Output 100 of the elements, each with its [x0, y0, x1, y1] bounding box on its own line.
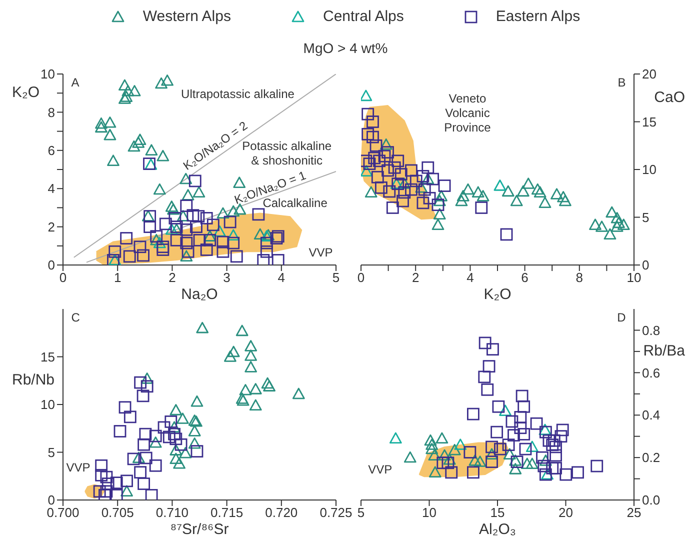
point: [170, 220, 183, 233]
y2-tick-label: 0.0: [642, 492, 660, 508]
point: [492, 400, 505, 413]
point: [227, 236, 240, 250]
y-tick-label: 15: [40, 349, 55, 364]
point: [149, 430, 162, 442]
point: [538, 424, 552, 436]
point: [428, 466, 442, 478]
point: [193, 234, 206, 246]
point: [100, 470, 113, 484]
point: [214, 225, 226, 237]
point: [422, 161, 434, 174]
point: [556, 424, 569, 436]
point: [422, 172, 434, 184]
y-tick-label: 6: [48, 143, 55, 158]
point: [572, 466, 584, 479]
point: [514, 422, 527, 434]
point: [509, 463, 522, 474]
point: [448, 444, 461, 456]
y2-axis-title: CaO: [654, 88, 685, 106]
point: [95, 117, 108, 129]
point: [140, 452, 152, 464]
point: [516, 390, 528, 402]
point: [475, 202, 488, 214]
point: [428, 449, 441, 461]
y-tick-label: 2: [48, 219, 55, 234]
point: [486, 456, 498, 468]
point: [216, 245, 230, 258]
point: [404, 451, 416, 463]
point: [464, 446, 476, 458]
annotation: VVP: [368, 462, 392, 477]
x-tick-label: 0.715: [210, 505, 244, 520]
point: [596, 220, 608, 232]
point: [482, 360, 496, 372]
annotation: D: [617, 310, 626, 325]
point: [518, 428, 530, 440]
x-tick-label: 1: [114, 270, 122, 286]
point: [155, 77, 168, 89]
point: [432, 198, 444, 212]
y2-tick-label: 0.8: [642, 322, 660, 338]
y-tick-label: 8: [48, 104, 55, 120]
point: [388, 161, 401, 174]
x-axis-title: ⁸⁷Sr/⁸⁶Sr: [170, 521, 229, 538]
point: [416, 170, 430, 182]
point: [134, 134, 146, 145]
point: [590, 460, 604, 472]
x-tick-label: 8: [576, 270, 584, 286]
point: [435, 190, 448, 202]
point: [378, 150, 391, 162]
point: [516, 185, 530, 197]
point: [468, 454, 482, 466]
chart-title: MgO > 4 wt%: [302, 40, 389, 56]
point: [486, 343, 499, 356]
point: [373, 154, 386, 168]
point: [244, 361, 258, 372]
point: [120, 485, 133, 497]
point: [244, 350, 258, 361]
point: [514, 411, 527, 424]
y2-tick-label: 0.2: [642, 450, 660, 466]
point: [140, 372, 154, 384]
x-tick-label: 15: [490, 505, 505, 520]
y2-tick-label: 5: [642, 210, 650, 225]
point: [173, 458, 186, 469]
point: [108, 245, 122, 258]
point: [531, 183, 544, 195]
x-tick-label: 0: [357, 270, 365, 286]
point: [604, 228, 616, 240]
point: [180, 236, 193, 250]
point: [396, 194, 409, 208]
x-tick-label: 0.705: [101, 505, 134, 520]
point: [550, 188, 563, 200]
point: [156, 150, 170, 162]
point: [95, 459, 108, 472]
point: [490, 426, 504, 438]
point: [610, 212, 624, 224]
point: [224, 216, 236, 228]
point: [124, 410, 136, 424]
point: [481, 383, 494, 396]
y2-tick-label: 15: [642, 114, 656, 130]
point: [522, 178, 535, 189]
y-tick-label: 0: [48, 492, 55, 508]
point: [261, 377, 274, 389]
point: [149, 459, 162, 472]
y2-tick-label: 0.4: [642, 408, 660, 423]
point: [227, 229, 240, 240]
point: [128, 84, 141, 96]
annotation: Ultrapotassic alkaline: [181, 87, 295, 102]
point: [500, 228, 513, 241]
y2-tick-label: 20: [642, 66, 656, 82]
point: [170, 452, 182, 464]
point: [239, 384, 252, 396]
x-tick-label: 5: [357, 505, 365, 520]
point: [204, 230, 216, 242]
point: [170, 432, 182, 446]
point: [538, 196, 552, 208]
point: [518, 400, 530, 413]
point: [224, 350, 236, 362]
point: [100, 485, 113, 498]
point: [436, 456, 450, 470]
point: [120, 232, 133, 244]
